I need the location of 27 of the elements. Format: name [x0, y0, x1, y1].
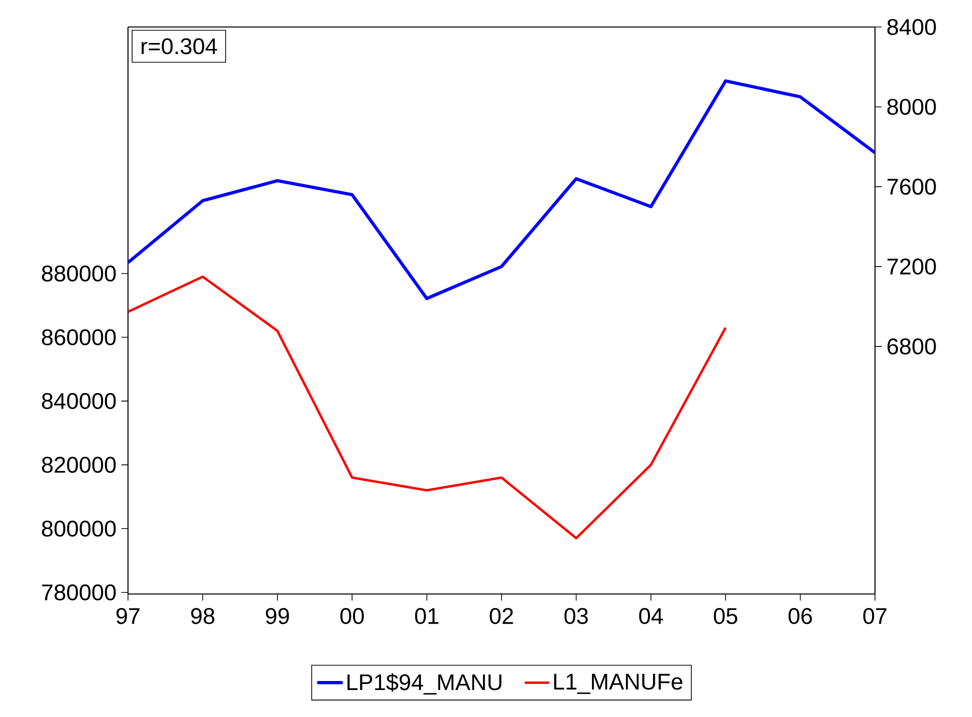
y-tick-label: 780000 — [42, 584, 116, 600]
y-tick-label: 820000 — [42, 456, 116, 473]
y2-tick-label: 8400 — [887, 18, 936, 36]
x-tick-label: 07 — [863, 608, 886, 624]
x-tick-label: 04 — [639, 608, 663, 624]
x-tick-label: 00 — [340, 608, 364, 624]
x-tick-label: 01 — [415, 608, 438, 624]
y2-tick-label: 7600 — [888, 178, 936, 195]
line-series — [128, 79, 875, 300]
annotation: r=0.304 — [142, 38, 217, 54]
x-tick-label: 97 — [116, 608, 140, 624]
legend-label: LP1$94_MANU — [348, 673, 502, 695]
y2-tick-label: 6800 — [888, 338, 936, 354]
x-tick-label: 05 — [714, 608, 738, 624]
y-tick-label: 880000 — [42, 265, 116, 282]
y2-tick-label: 8000 — [887, 98, 936, 115]
legend-label: L1_MANUFe — [554, 674, 682, 694]
x-tick-label: 02 — [490, 608, 513, 624]
y-tick-label: 860000 — [42, 329, 116, 346]
x-tick-label: 98 — [191, 608, 214, 624]
x-tick-label: 03 — [564, 608, 588, 624]
y-tick-label: 840000 — [42, 393, 116, 410]
x-tick-label: 99 — [266, 608, 289, 624]
y2-tick-label: 7200 — [888, 258, 936, 275]
line-series — [128, 275, 727, 540]
x-tick-label: 06 — [788, 608, 812, 624]
y-tick-label: 800000 — [42, 520, 116, 537]
